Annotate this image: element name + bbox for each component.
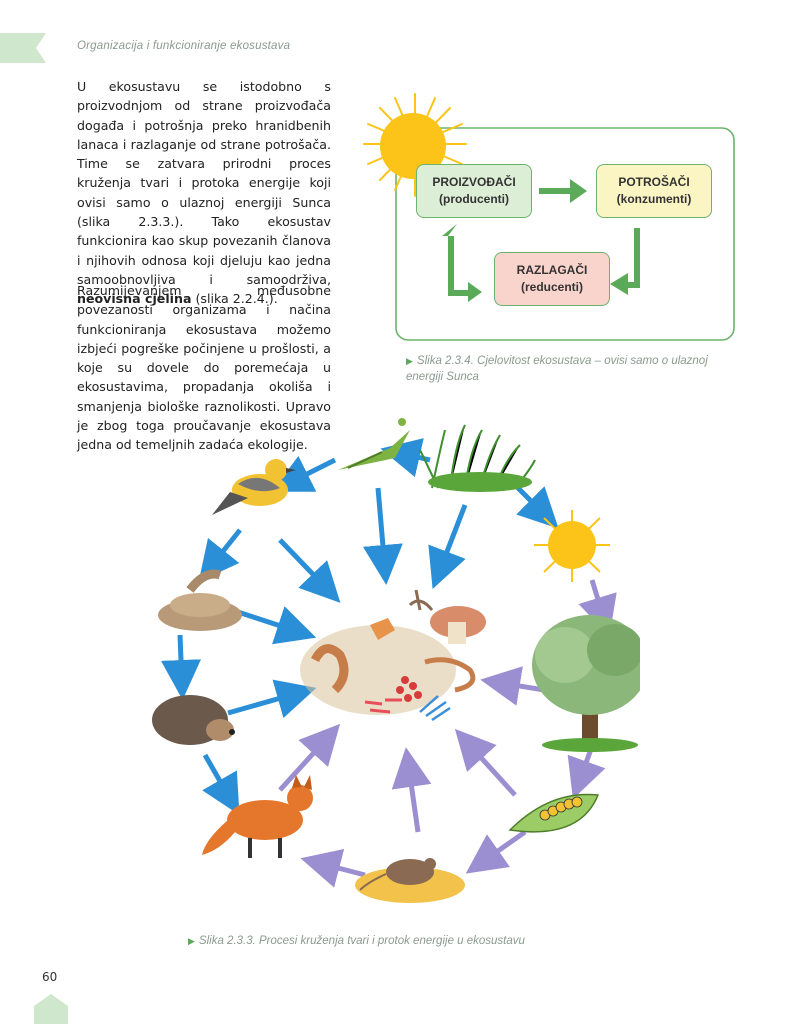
figure-2-3-3-caption: ▶ Slika 2.3.3. Procesi kruženja tvari i p… (188, 933, 525, 949)
consumers-sublabel: (konzumenti) (616, 192, 692, 206)
page-number: 60 (42, 970, 58, 984)
decomposers-sublabel: (reducenti) (520, 280, 583, 294)
ecosystem-unity-diagram (363, 93, 735, 341)
producers-label: PROIZVOĐAČI (432, 175, 516, 189)
paragraph-2: Razumijevanjem međusobne povezanosti org… (77, 283, 331, 453)
arrow-decomposers-producers (442, 224, 482, 302)
fox-icon (202, 775, 313, 858)
paragraph-1-bold: neovisna cjelina (77, 291, 192, 307)
paragraph-1-end: (slika 2.2.4.). (195, 291, 278, 307)
consumers-label: POTROŠAČI (618, 175, 690, 189)
mouse-icon (355, 858, 465, 903)
paragraph-1: U ekosustavu se istodobno s proizvodnjom… (77, 77, 331, 309)
running-head: Organizacija i funkcioniranje ekosustava (77, 40, 291, 52)
arrow-producers-to-consumers (539, 179, 587, 203)
producers-sublabel: (producenti) (439, 192, 509, 206)
sun-icon (363, 93, 467, 197)
caterpillar-icon (508, 793, 600, 833)
consumers-box: POTROŠAČI (konzumenti) (596, 164, 712, 218)
blue-arrows (161, 438, 559, 816)
figure-2-3-4-caption-text: Slika 2.3.4. Cjelovitost ekosustava – ov… (406, 355, 708, 383)
mantis-icon (338, 418, 410, 470)
bird-icon (212, 459, 296, 515)
caption-marker-icon: ▶ (188, 936, 195, 946)
caption-marker-icon: ▶ (406, 356, 413, 366)
grass-icon (419, 424, 536, 492)
matter-cycle-illustration (152, 418, 640, 903)
decomposers-center-icon (300, 589, 486, 722)
hedgehog-icon (152, 695, 235, 745)
paragraph-1-text: U ekosustavu se istodobno s proizvodnjom… (77, 79, 331, 287)
decomposers-label: RAZLAGAČI (516, 263, 588, 277)
diagram-frame (395, 127, 735, 341)
tree-icon (532, 615, 640, 752)
decomposers-box: RAZLAGAČI (reducenti) (494, 252, 610, 306)
figure-2-3-4-caption: ▶ Slika 2.3.4. Cjelovitost ekosustava – o… (406, 353, 726, 385)
chapter-tab-marker (0, 33, 46, 63)
producers-box: PROIZVOĐAČI (producenti) (416, 164, 532, 218)
sun-small-icon (534, 510, 610, 582)
snake-icon (158, 569, 242, 631)
page-number-tab-marker (34, 994, 68, 1024)
arrow-consumers-to-decomposers (610, 228, 640, 295)
figure-2-3-3-caption-text: Slika 2.3.3. Procesi kruženja tvari i pr… (198, 935, 525, 947)
